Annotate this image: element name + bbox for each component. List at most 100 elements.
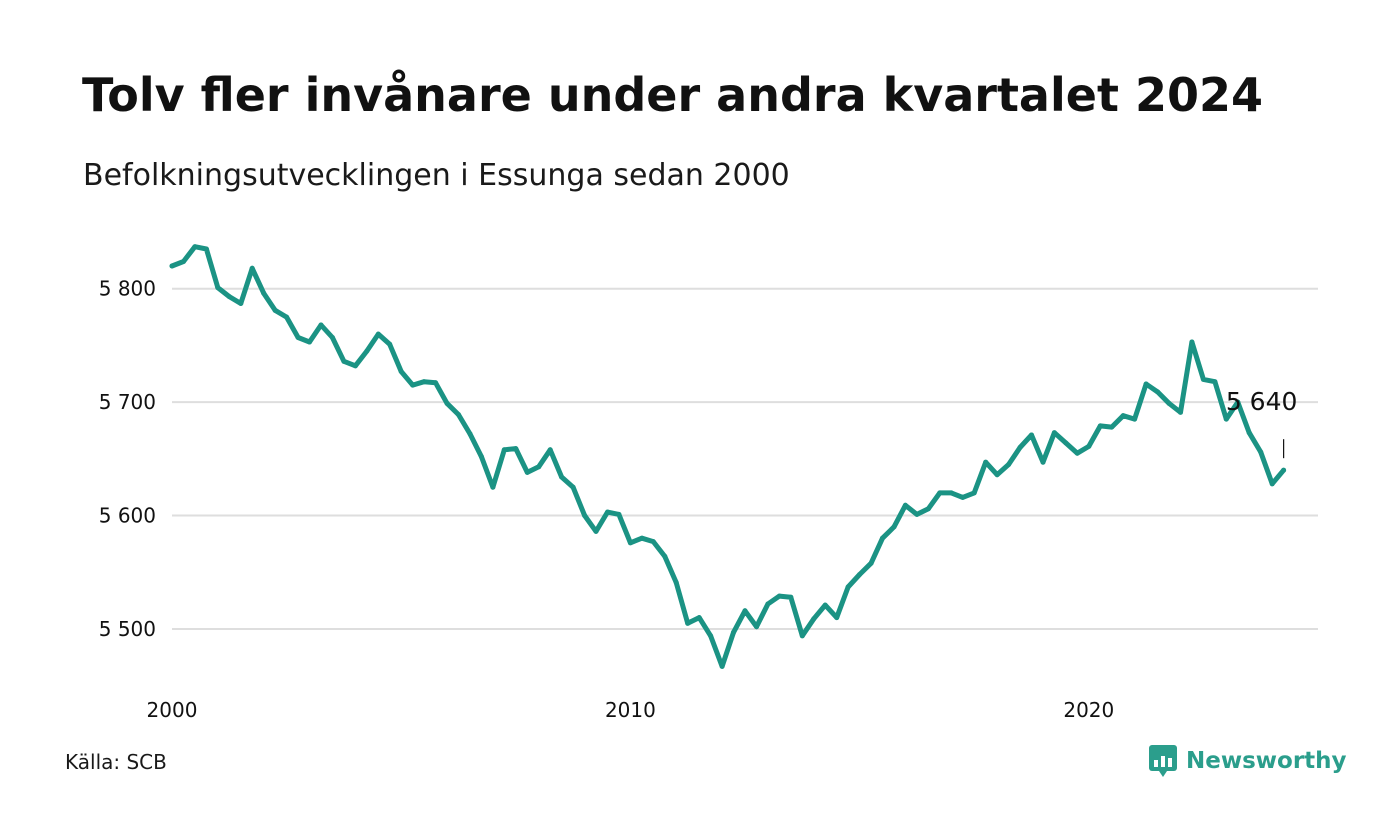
data-point (1006, 462, 1012, 467)
data-point (1223, 416, 1229, 422)
data-point (719, 663, 725, 669)
grid-lines (172, 287, 1318, 630)
data-point (329, 335, 335, 340)
data-point (513, 446, 519, 452)
data-point (284, 314, 290, 320)
y-tick-label: 5 600 (99, 504, 156, 528)
data-point (1120, 413, 1126, 419)
data-point (559, 474, 565, 480)
data-point (799, 633, 805, 639)
y-tick-label: 5 700 (99, 390, 156, 414)
source-credit: Källa: SCB (65, 750, 167, 774)
data-point (215, 285, 221, 291)
data-point (673, 580, 679, 585)
data-point (192, 244, 198, 250)
newsworthy-chart-bubble-icon (1149, 745, 1177, 777)
data-point (352, 363, 358, 369)
data-point (605, 509, 610, 515)
data-point (444, 400, 450, 406)
brand-name: Newsworthy (1186, 748, 1347, 774)
data-point (421, 379, 427, 385)
x-tick-label: 2010 (605, 698, 656, 722)
data-point (1017, 445, 1023, 450)
data-point (639, 535, 645, 541)
data-point (307, 339, 312, 345)
chart-title: Tolv fler invånare under andra kvartalet… (82, 68, 1263, 122)
data-point (937, 490, 943, 496)
x-tick-label: 2000 (147, 698, 198, 722)
data-point (1166, 400, 1172, 406)
data-point (616, 511, 622, 517)
data-point (880, 535, 885, 541)
data-point (1178, 409, 1183, 415)
data-point (364, 348, 370, 354)
data-point (1269, 481, 1275, 487)
data-point (490, 484, 496, 490)
data-point (1212, 379, 1218, 385)
x-axis-tick-labels: 2000 2010 2020 (147, 698, 1115, 722)
data-point (925, 506, 931, 512)
data-point (708, 633, 714, 639)
data-point (249, 265, 255, 271)
population-series-line (169, 244, 1287, 669)
data-point (696, 615, 702, 621)
data-point (662, 553, 668, 559)
data-point (1246, 430, 1252, 436)
data-point (1097, 423, 1103, 429)
data-point (456, 412, 461, 418)
data-point (731, 629, 736, 635)
chart-subtitle: Befolkningsutvecklingen i Essunga sedan … (83, 158, 790, 193)
data-point (685, 620, 691, 626)
newsworthy-logo[interactable]: Newsworthy (1148, 744, 1347, 778)
data-point (1051, 430, 1057, 436)
data-point (1063, 440, 1069, 446)
data-point (650, 539, 656, 545)
data-points (169, 244, 1287, 669)
data-point (776, 593, 782, 599)
data-point (788, 594, 794, 600)
data-point (272, 307, 278, 313)
data-point (593, 528, 599, 534)
data-point (754, 624, 759, 630)
data-point (375, 331, 381, 337)
data-point (169, 263, 175, 269)
data-point (433, 380, 439, 386)
data-point (398, 369, 404, 374)
data-point (1155, 389, 1161, 395)
data-point (501, 447, 507, 453)
y-axis-tick-labels: 5 500 5 600 5 700 5 800 (99, 277, 156, 641)
data-point (1281, 467, 1287, 473)
data-point (822, 602, 828, 608)
data-point (341, 358, 347, 364)
data-point (1132, 416, 1138, 422)
data-point (983, 459, 989, 465)
data-point (971, 490, 977, 496)
data-point (627, 540, 633, 546)
data-point (536, 464, 542, 470)
data-point (1235, 399, 1241, 405)
data-point (742, 608, 748, 614)
data-point (1109, 424, 1115, 430)
data-point (902, 502, 908, 508)
data-point (1074, 450, 1080, 456)
y-tick-label: 5 800 (99, 277, 156, 301)
data-point (387, 341, 393, 347)
data-point (1040, 459, 1046, 465)
data-point (570, 484, 576, 490)
data-point (834, 615, 840, 621)
data-point (524, 469, 530, 475)
data-point (295, 335, 301, 340)
data-point (467, 431, 473, 437)
annotation-last-value-label: 5 640 (1226, 387, 1298, 416)
data-point (948, 490, 954, 496)
data-point (960, 494, 966, 500)
data-point (1143, 381, 1149, 387)
data-point (914, 511, 920, 517)
data-point (845, 584, 851, 590)
data-point (1200, 376, 1206, 382)
data-point (868, 560, 874, 566)
line-chart: 5 500 5 600 5 700 5 800 2000 2010 2020 5 640 (99, 244, 1318, 722)
data-point (765, 601, 771, 607)
data-point (891, 524, 897, 530)
x-tick-label: 2020 (1063, 698, 1114, 722)
